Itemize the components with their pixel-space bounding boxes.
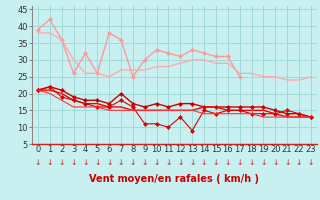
Text: ↓: ↓ bbox=[165, 158, 172, 167]
Text: ↓: ↓ bbox=[94, 158, 100, 167]
Text: ↓: ↓ bbox=[225, 158, 231, 167]
Text: ↓: ↓ bbox=[35, 158, 41, 167]
Text: ↓: ↓ bbox=[272, 158, 278, 167]
Text: ↓: ↓ bbox=[308, 158, 314, 167]
Text: ↓: ↓ bbox=[213, 158, 219, 167]
Text: ↓: ↓ bbox=[106, 158, 112, 167]
Text: ↓: ↓ bbox=[189, 158, 196, 167]
Text: ↓: ↓ bbox=[153, 158, 160, 167]
X-axis label: Vent moyen/en rafales ( km/h ): Vent moyen/en rafales ( km/h ) bbox=[89, 174, 260, 184]
Text: ↓: ↓ bbox=[141, 158, 148, 167]
Text: ↓: ↓ bbox=[201, 158, 207, 167]
Text: ↓: ↓ bbox=[70, 158, 77, 167]
Text: ↓: ↓ bbox=[82, 158, 89, 167]
Text: ↓: ↓ bbox=[177, 158, 184, 167]
Text: ↓: ↓ bbox=[236, 158, 243, 167]
Text: ↓: ↓ bbox=[118, 158, 124, 167]
Text: ↓: ↓ bbox=[284, 158, 290, 167]
Text: ↓: ↓ bbox=[59, 158, 65, 167]
Text: ↓: ↓ bbox=[47, 158, 53, 167]
Text: ↓: ↓ bbox=[260, 158, 267, 167]
Text: ↓: ↓ bbox=[296, 158, 302, 167]
Text: ↓: ↓ bbox=[130, 158, 136, 167]
Text: ↓: ↓ bbox=[248, 158, 255, 167]
